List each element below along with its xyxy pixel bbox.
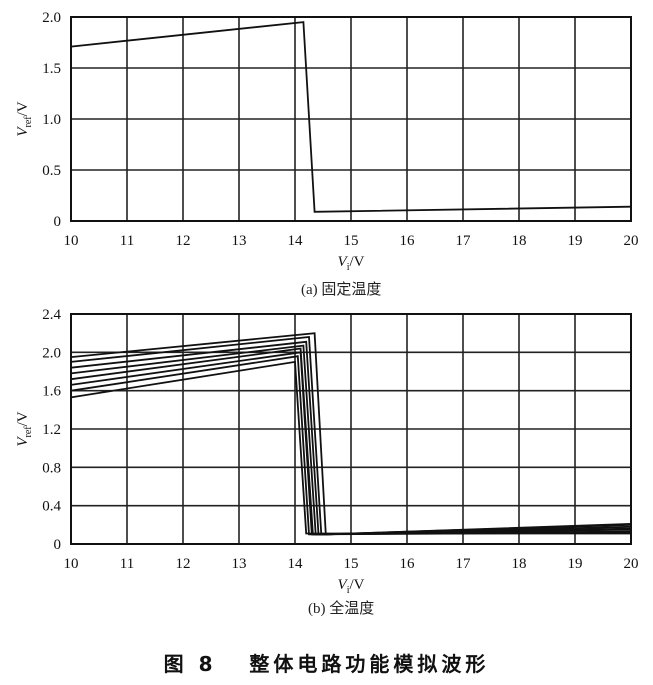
x-tick-label: 17 xyxy=(456,556,472,572)
x-tick-label: 10 xyxy=(64,233,79,249)
x-tick-label: 13 xyxy=(232,556,247,572)
y-tick-label: 0.4 xyxy=(42,499,61,515)
series-line-b-6 xyxy=(70,340,632,536)
x-tick-label: 16 xyxy=(400,233,416,249)
y-tick-label: 2.0 xyxy=(42,345,61,361)
y-tick-label: 2.4 xyxy=(42,307,61,323)
x-axis-label: Vi/V xyxy=(338,254,365,273)
x-tick-label: 13 xyxy=(232,233,247,249)
x-tick-label: 14 xyxy=(288,556,304,572)
x-tick-label: 20 xyxy=(624,556,639,572)
figure-title: 图 8 整体电路功能模拟波形 xyxy=(163,652,490,676)
caption-a: (a) 固定温度 xyxy=(301,282,382,298)
y-axis-label: Vref/V xyxy=(15,101,34,136)
x-tick-label: 12 xyxy=(176,233,191,249)
x-tick-label: 14 xyxy=(288,233,304,249)
x-tick-label: 15 xyxy=(344,556,359,572)
y-tick-label: 1.5 xyxy=(42,61,61,77)
x-tick-label: 18 xyxy=(512,556,527,572)
series-line-b-5 xyxy=(70,344,632,536)
y-tick-label: 1.6 xyxy=(42,384,61,400)
series-line-b-8 xyxy=(70,332,632,536)
series-line-a-1 xyxy=(70,21,632,213)
x-tick-label: 15 xyxy=(344,233,359,249)
x-tick-label: 11 xyxy=(120,556,134,572)
x-tick-label: 18 xyxy=(512,233,527,249)
y-tick-label: 1.0 xyxy=(42,112,61,128)
y-tick-label: 0 xyxy=(54,214,62,230)
plot-frame xyxy=(70,313,632,545)
y-tick-label: 1.2 xyxy=(42,422,61,438)
chart-b: 10 11 12 13 14 15 16 17 18 19 20 0 0.4 0.8 1.2 1.6 2.0 2.… xyxy=(15,307,639,596)
chart-a: 10 11 12 13 14 15 16 17 18 19 20 0 0.5 1.0 1.5 2.0 Vi/V V… xyxy=(15,10,639,273)
y-tick-label: 0.8 xyxy=(42,460,61,476)
x-tick-label: 16 xyxy=(400,556,416,572)
caption-b: (b) 全温度 xyxy=(308,601,375,617)
x-tick-label: 12 xyxy=(176,556,191,572)
x-axis-label: Vi/V xyxy=(338,577,365,596)
y-tick-label: 0.5 xyxy=(42,163,61,179)
x-tick-label: 17 xyxy=(456,233,472,249)
y-axis-label: Vref/V xyxy=(15,411,34,446)
plot-frame xyxy=(70,16,632,222)
x-tick-label: 20 xyxy=(624,233,639,249)
x-tick-label: 11 xyxy=(120,233,134,249)
y-tick-label: 0 xyxy=(54,537,62,553)
y-tick-label: 2.0 xyxy=(42,10,61,26)
x-tick-label: 19 xyxy=(568,233,583,249)
x-tick-label: 19 xyxy=(568,556,583,572)
x-tick-label: 10 xyxy=(64,556,79,572)
